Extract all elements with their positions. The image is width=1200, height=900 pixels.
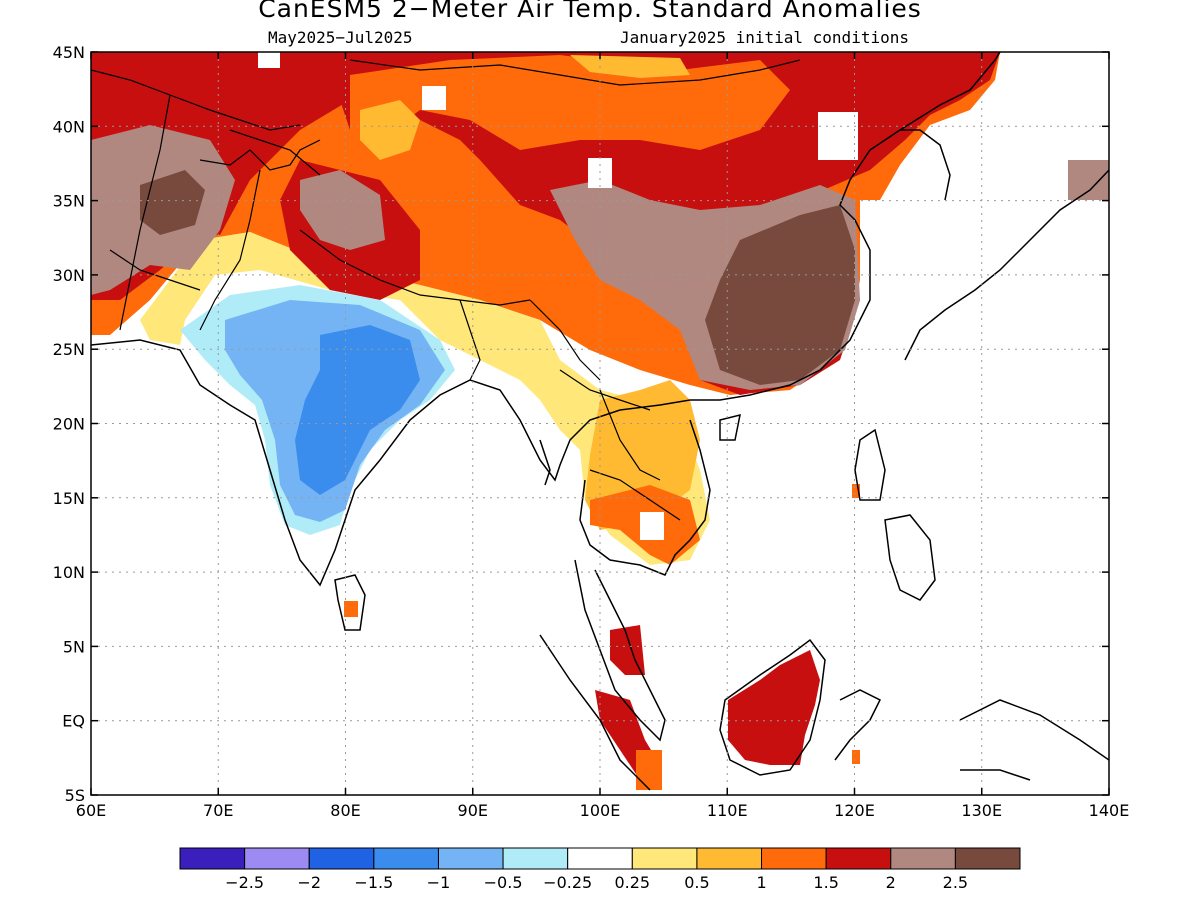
map-title: CanESM5 2−Meter Air Temp. Standard Anoma… [258,0,922,23]
colorbar-label: −0.25 [543,873,592,892]
lat-tick-label: 20N [53,415,85,434]
lat-tick-label: 30N [53,266,85,285]
colorbar-swatch [631,847,698,870]
lon-tick-label: 60E [76,801,106,820]
anomaly-field [91,52,1109,795]
latitude-axis: 45N 40N 35N 30N 25N 20N 15N 10N 5N EQ 5S [53,43,1109,805]
lat-tick-label: 35N [53,192,85,211]
lat-tick-label: 5N [63,637,85,656]
colorbar-swatch [890,847,956,870]
colorbar-swatch [761,847,827,870]
colorbar-swatch [308,847,375,870]
colorbar-label: 2.5 [943,873,968,892]
hot-anomaly-region [1068,160,1109,200]
colorbar-label: 1.5 [813,873,838,892]
colorbar-label: 2 [886,873,896,892]
forecast-period: May2025−Jul2025 [268,28,413,47]
extreme-hot-region [140,170,205,235]
lat-tick-label: 5S [65,786,85,805]
colorbar-label: −1 [427,873,451,892]
hot-anomaly-region [636,750,662,790]
colorbar-label: 0.25 [614,873,650,892]
colorbar-swatch [954,847,1021,870]
lon-tick-label: 90E [458,801,488,820]
hot-anomaly-region [728,650,820,765]
lat-tick-label: 15N [53,489,85,508]
colorbar-swatch [179,847,246,870]
indochina-warm-patch [585,380,700,530]
lon-tick-label: 130E [961,801,1002,820]
colorbar-label: −0.5 [484,873,523,892]
extreme-hot-region [705,205,855,385]
coastlines [91,52,1109,791]
colorbar-label: 1 [756,873,766,892]
lon-tick-label: 110E [707,801,748,820]
colorbar-swatch [437,847,504,870]
colorbar-swatch [244,847,310,870]
country-borders [91,59,801,521]
warm-anomaly-region [360,100,420,160]
lon-tick-label: 100E [580,801,621,820]
colorbar-label: 0.5 [684,873,709,892]
colorbar-label: −2 [297,873,321,892]
colorbar-swatch [567,847,633,870]
lat-tick-label: 45N [53,43,85,62]
colorbar-swatch [696,847,763,870]
lon-tick-label: 120E [834,801,875,820]
lat-tick-label: EQ [62,712,85,731]
lon-tick-label: 80E [330,801,360,820]
lat-tick-label: 10N [53,563,85,582]
colorbar-swatch [373,847,439,870]
lon-tick-label: 140E [1089,801,1130,820]
map-gridlines [91,52,1109,795]
initial-conditions: January2025 initial conditions [620,28,909,47]
colorbar-swatch [825,847,892,870]
longitude-axis: 60E 70E 80E 90E 100E 110E 120E 130E 140E [76,52,1130,820]
very-hot-region [300,170,385,250]
lon-tick-label: 70E [203,801,233,820]
lat-tick-label: 40N [53,117,85,136]
hot-anomaly-region [344,601,358,617]
colorbar-swatch [502,847,569,870]
colorbar-label: −2.5 [225,873,264,892]
color-legend: −2.5 −2 −1.5 −1 −0.5 −0.25 0.25 0.5 1 1.5 2 2.5 [179,847,1021,892]
lat-tick-label: 25N [53,340,85,359]
colorbar-label: −1.5 [354,873,393,892]
strong-cold-region [295,325,420,495]
